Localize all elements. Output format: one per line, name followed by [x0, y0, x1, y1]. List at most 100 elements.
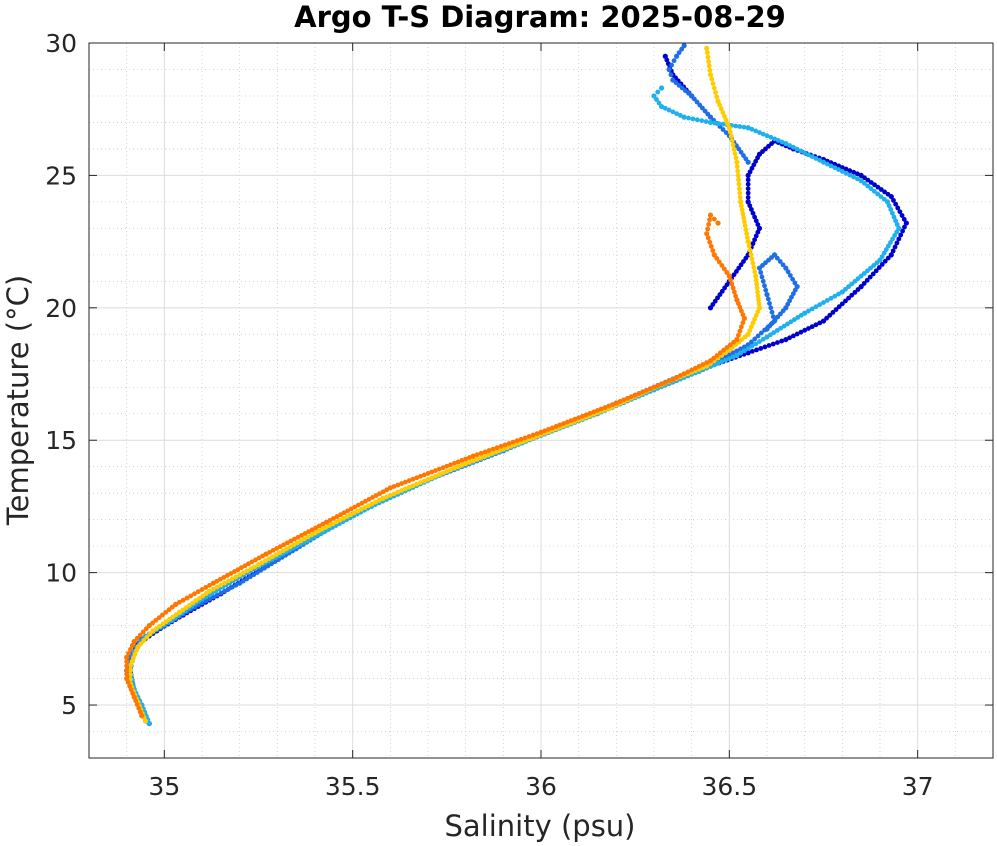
data-point-interp [894, 240, 900, 246]
data-point [726, 125, 732, 131]
data-point [753, 273, 759, 279]
data-point-interp [753, 218, 759, 224]
data-point [726, 273, 732, 279]
data-point-interp [843, 166, 849, 172]
data-point-interp [740, 320, 746, 326]
data-point-interp [748, 252, 754, 257]
data-point-interp [218, 590, 224, 596]
data-point-interp [244, 568, 250, 574]
data-point-interp [734, 348, 740, 354]
data-point-interp [843, 170, 849, 176]
data-point-interp [754, 281, 760, 287]
data-point-interp [197, 595, 202, 601]
data-point-interp [222, 588, 228, 594]
data-point-interp [891, 197, 896, 203]
data-point-interp [745, 181, 751, 187]
data-point-interp [753, 277, 759, 283]
data-point-interp [498, 443, 504, 449]
data-point-interp [753, 158, 759, 164]
data-point-interp [745, 190, 751, 196]
data-point-interp [373, 499, 379, 505]
data-point-interp [865, 183, 871, 189]
data-point [745, 331, 751, 337]
data-point-interp [242, 563, 248, 569]
data-point-interp [137, 709, 143, 715]
data-point-interp [897, 209, 903, 215]
data-point-interp [738, 346, 744, 352]
data-point-interp [871, 188, 877, 194]
data-point-interp [662, 105, 668, 111]
x-tick-label: 37 [902, 772, 934, 801]
data-point-interp [867, 274, 873, 280]
data-point-interp [865, 268, 870, 274]
data-point-interp [852, 278, 858, 284]
data-point-interp [736, 146, 742, 152]
data-point-interp [888, 240, 893, 245]
data-point-interp [711, 216, 717, 222]
data-point-interp [724, 282, 730, 288]
data-point-interp [714, 94, 720, 100]
data-point-interp [421, 472, 427, 478]
data-point-interp [704, 360, 710, 366]
data-point-interp [359, 500, 365, 506]
data-point-interp [739, 207, 745, 213]
data-point-interp [871, 263, 877, 268]
data-point-interp [750, 210, 756, 216]
data-point [764, 291, 770, 298]
data-point-interp [789, 294, 794, 300]
data-point-interp [722, 113, 727, 119]
series-4-points [127, 45, 763, 724]
data-point-interp [690, 116, 696, 122]
data-point-interp [124, 663, 130, 669]
data-point-interp [363, 498, 368, 504]
data-point-interp [248, 566, 254, 572]
data-point-interp [855, 176, 860, 182]
data-point-interp [210, 594, 216, 600]
data-point-interp [885, 243, 891, 249]
data-point-interp [337, 517, 343, 523]
data-point-interp [235, 567, 241, 573]
data-point-interp [305, 534, 311, 540]
data-point-interp [387, 492, 393, 498]
data-point-interp [891, 214, 897, 220]
data-point-interp [723, 117, 729, 123]
data-point-interp [129, 643, 135, 648]
data-point-interp [720, 110, 726, 116]
data-point-interp [748, 324, 754, 330]
data-point-interp [518, 436, 524, 442]
data-point-interp [890, 248, 896, 254]
data-point [206, 588, 213, 594]
data-point-interp [344, 514, 350, 520]
data-point-interp [760, 336, 766, 342]
data-point-interp [553, 424, 559, 429]
data-point-interp [749, 348, 755, 354]
data-point-interp [246, 561, 251, 567]
data-point-interp [787, 298, 792, 304]
data-point-interp [755, 155, 760, 161]
data-point-interp [598, 406, 604, 412]
data-point-interp [726, 352, 732, 358]
data-point-interp [802, 327, 808, 333]
data-point-interp [510, 439, 516, 445]
data-point-interp [222, 580, 228, 586]
chart-title: Argo T-S Diagram: 2025-08-29 [294, 0, 786, 34]
data-point-interp [731, 146, 737, 152]
data-point-interp [132, 651, 138, 657]
data-point-interp [775, 340, 780, 345]
data-point-interp [654, 97, 659, 102]
data-point-interp [839, 169, 845, 174]
data-point-interp [706, 63, 712, 69]
data-point [745, 172, 751, 179]
data-point-interp [858, 273, 864, 279]
y-tick-label: 20 [45, 294, 77, 323]
data-point-interp [750, 320, 756, 326]
data-point-interp [749, 339, 754, 345]
data-point-interp [792, 280, 798, 286]
data-point-interp [768, 332, 773, 338]
data-point-interp [711, 85, 717, 91]
data-point-interp [534, 431, 540, 437]
data-point-interp [429, 475, 435, 481]
y-tick-label: 5 [61, 691, 77, 720]
data-point-interp [806, 308, 811, 314]
data-point-interp [166, 607, 172, 613]
